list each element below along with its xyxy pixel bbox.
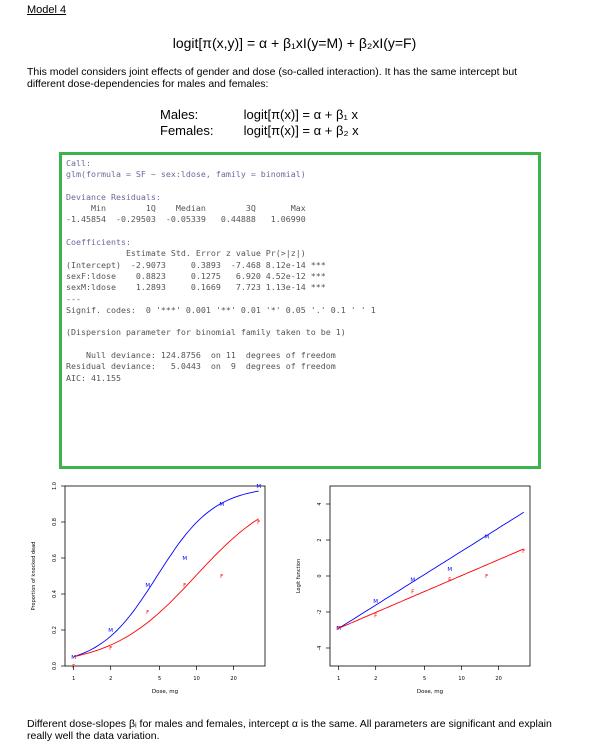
data-point-M: M (447, 567, 452, 573)
fitted-curve-M (73, 490, 259, 658)
x-tick-label: 20 (495, 676, 501, 682)
dispersion-note: (Dispersion parameter for binomial famil… (66, 327, 346, 338)
y-axis-label: Proportion of knocked dead (31, 542, 37, 611)
residuals-header: Min 1Q Median 3Q Max (66, 203, 306, 214)
data-point-M: M (410, 578, 415, 584)
equations-block: Males: logit[π(x)] = α + β₁ x Females: l… (160, 107, 359, 139)
call-label: Call: (66, 158, 91, 168)
y-tick-label: 0.2 (52, 626, 58, 634)
null-deviance: Null deviance: 124.8756 on 11 degrees of… (66, 350, 336, 361)
data-point-M: M (256, 484, 261, 490)
equation-expr: logit[π(x)] = α + β₁ x (243, 107, 358, 122)
coef-row: sexF:ldose 0.8823 0.1275 6.920 4.52e-12 … (66, 270, 326, 281)
coefficients-label: Coefficients: (66, 237, 131, 248)
x-tick-label: 1 (72, 676, 75, 682)
x-axis-label: Dose, mg (417, 689, 443, 695)
plot-frame (64, 485, 266, 667)
y-axis-label: Logit function (296, 559, 302, 593)
model-formula: logit[π(x,y)] = α + β₁xI(y=M) + β₂xI(y=F… (0, 35, 589, 51)
y-tick-label: 0.4 (52, 590, 58, 598)
data-point-M: M (373, 599, 378, 605)
formula-text: logit[π(x,y)] = α + β₁xI(y=M) + β₂xI(y=F… (172, 35, 417, 51)
x-tick-label: 1 (337, 676, 340, 682)
coef-row: sexM:ldose 1.2893 0.1669 7.723 1.13e-14 … (66, 282, 326, 293)
data-point-F: F (220, 574, 223, 580)
fitted-curve-F (338, 548, 524, 629)
logit-plot: 1 2 5 10 20 -4 -2 0 2 4 Dose, mg Logit function M M M M… (296, 485, 531, 695)
data-point-F: F (485, 574, 488, 580)
x-tick-label: 5 (158, 676, 161, 682)
y-tick-label: 1.0 (52, 482, 58, 490)
residuals-values: -1.45854 -0.29503 -0.05339 0.44888 1.069… (66, 214, 306, 225)
data-point-F: F (411, 589, 414, 595)
data-point-M: M (336, 626, 341, 632)
data-point-M: M (71, 655, 76, 661)
fitted-curve-M (338, 511, 524, 629)
y-tick-label: 0.8 (52, 518, 58, 526)
data-point-M: M (182, 556, 187, 562)
y-tick-label: 0.6 (52, 554, 58, 562)
data-point-M: M (145, 583, 150, 589)
data-point-F: F (72, 664, 75, 670)
residuals-label: Deviance Residuals: (66, 191, 161, 202)
data-point-F: F (146, 610, 149, 616)
data-point-F: F (522, 549, 525, 555)
residual-deviance: Residual deviance: 5.0443 on 9 degrees o… (66, 361, 336, 372)
plot-frame (329, 485, 531, 667)
x-tick-label: 10 (458, 676, 464, 682)
x-tick-label: 10 (193, 676, 199, 682)
separator: --- (66, 293, 81, 304)
coef-row: (Intercept) -2.9073 0.3893 -7.468 8.12e-… (66, 259, 326, 270)
x-tick-label: 2 (374, 676, 377, 682)
data-point-F: F (257, 520, 260, 526)
equation-expr: logit[π(x)] = α + β₂ x (243, 123, 359, 138)
y-tick-label: 4 (317, 502, 323, 505)
model-heading: Model 4 (27, 4, 67, 16)
r-output-box: Call: glm(formula = SF ~ sex:ldose, fami… (59, 152, 541, 469)
y-tick-label: -4 (317, 646, 323, 651)
y-tick-label: -2 (317, 610, 323, 615)
y-tick-label: 0.0 (52, 662, 58, 670)
data-point-F: F (109, 646, 112, 652)
coefficients-header: Estimate Std. Error z value Pr(>|z|) (66, 248, 306, 259)
y-tick-label: 2 (317, 538, 323, 541)
equation-females: Females: logit[π(x)] = α + β₂ x (160, 123, 359, 139)
fitted-curve-F (73, 518, 259, 658)
data-point-M: M (219, 502, 224, 508)
equation-label: Females: (160, 123, 214, 138)
data-point-F: F (448, 578, 451, 584)
proportion-plot: 1 2 5 10 20 0.0 0.2 0.4 0.6 0.8 1.0 Dose, mg Proport… (31, 482, 266, 695)
x-tick-label: 2 (109, 676, 112, 682)
x-axis-label: Dose, mg (152, 689, 178, 695)
data-point-F: F (183, 583, 186, 589)
signif-codes: Signif. codes: 0 '***' 0.001 '**' 0.01 '… (66, 304, 376, 315)
data-point-M: M (108, 628, 113, 634)
aic: AIC: 41.155 (66, 372, 121, 383)
conclusion-paragraph: Different dose-slopes βᵢ for males and f… (27, 718, 552, 742)
data-point-F: F (374, 614, 377, 620)
data-point-M: M (484, 534, 489, 540)
y-tick-label: 0 (317, 574, 323, 577)
equation-males: Males: logit[π(x)] = α + β₁ x (160, 107, 359, 123)
x-tick-label: 20 (230, 676, 236, 682)
call-text: glm(formula = SF ~ sex:ldose, family = b… (66, 169, 306, 180)
data-point-F: F (337, 626, 340, 632)
equation-label: Males: (160, 107, 199, 122)
x-tick-label: 5 (423, 676, 426, 682)
intro-paragraph: This model considers joint effects of ge… (27, 66, 518, 90)
